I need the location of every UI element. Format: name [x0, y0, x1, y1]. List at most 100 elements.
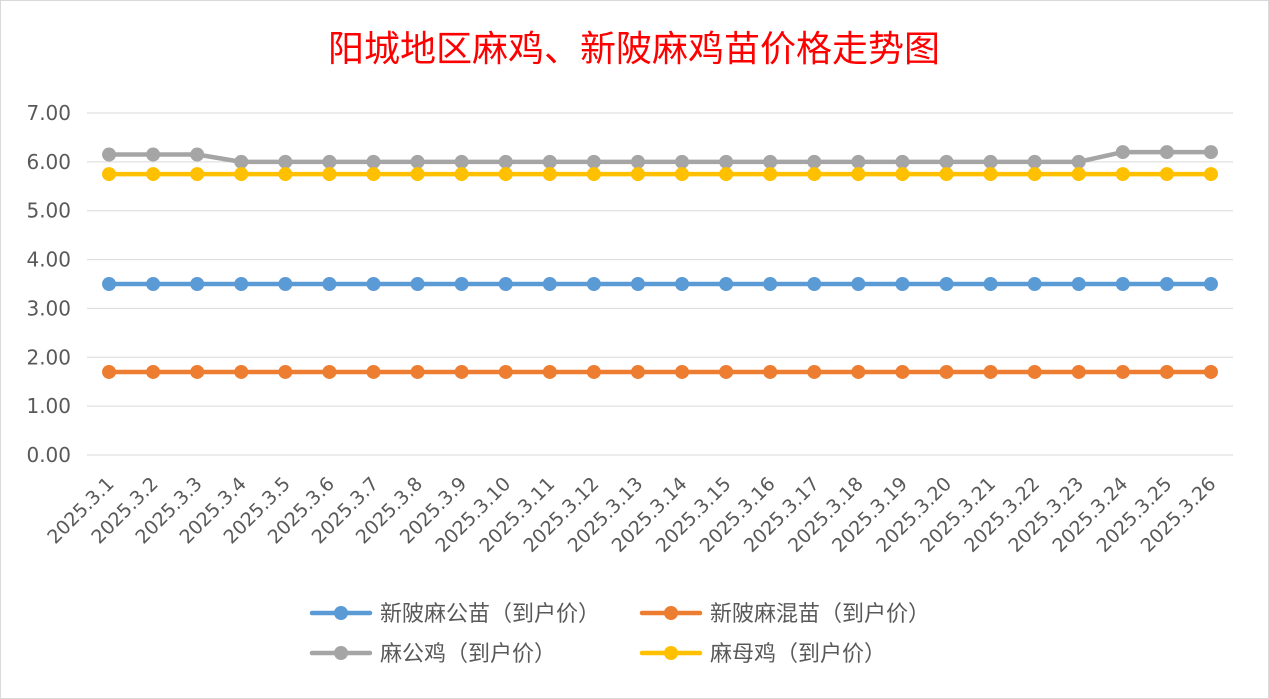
- data-point: [983, 364, 998, 379]
- data-point: [939, 277, 954, 291]
- series-1: [102, 277, 1218, 291]
- data-point: [586, 277, 601, 291]
- data-point: [1203, 145, 1218, 160]
- legend-swatch-marker: [334, 646, 348, 660]
- data-point: [190, 167, 205, 182]
- data-point: [278, 364, 293, 379]
- data-point: [1159, 277, 1174, 291]
- data-point: [1027, 364, 1042, 379]
- data-point: [1203, 277, 1218, 291]
- legend-item: 麻母鸡（到户价）: [639, 642, 886, 667]
- data-point: [234, 364, 249, 379]
- data-point: [410, 167, 425, 182]
- data-point: [1159, 167, 1174, 182]
- legend-label: 新陂麻混苗（到户价）: [710, 602, 930, 627]
- data-point: [542, 167, 557, 182]
- data-point: [675, 364, 690, 379]
- data-point: [410, 364, 425, 379]
- data-point: [322, 277, 337, 291]
- data-point: [895, 154, 910, 169]
- y-tick-label: 6.00: [26, 150, 71, 174]
- chart-title: 阳城地区麻鸡、新陂麻鸡苗价格走势图: [328, 29, 940, 70]
- data-point: [763, 154, 778, 169]
- data-point: [895, 364, 910, 379]
- legend-item: 新陂麻公苗（到户价）: [309, 602, 600, 627]
- data-point: [1027, 277, 1042, 291]
- data-point: [234, 154, 249, 169]
- data-point: [234, 277, 249, 291]
- data-point: [1159, 364, 1174, 379]
- y-tick-label: 4.00: [26, 248, 71, 272]
- data-point: [542, 154, 557, 169]
- data-point: [807, 167, 822, 182]
- data-point: [322, 154, 337, 169]
- data-point: [763, 277, 778, 291]
- data-point: [542, 364, 557, 379]
- data-point: [939, 167, 954, 182]
- data-point: [454, 167, 469, 182]
- data-point: [190, 277, 205, 291]
- data-point: [498, 364, 513, 379]
- data-point: [807, 364, 822, 379]
- series-2: [102, 364, 1218, 379]
- y-axis-ticks: 0.00 1.00 2.00 3.00 4.00 5.00 6.00 7.00: [26, 101, 71, 467]
- data-point: [675, 154, 690, 169]
- series-line: [106, 149, 1214, 165]
- data-point: [322, 167, 337, 182]
- data-point: [322, 364, 337, 379]
- data-point: [1071, 364, 1086, 379]
- series-group: [102, 145, 1218, 379]
- data-point: [851, 277, 866, 291]
- data-point: [190, 147, 205, 162]
- data-point: [366, 154, 381, 169]
- data-point: [366, 167, 381, 182]
- data-point: [1071, 154, 1086, 169]
- data-point: [675, 167, 690, 182]
- y-tick-label: 2.00: [26, 345, 71, 369]
- legend-swatch-marker: [664, 606, 678, 620]
- data-point: [454, 364, 469, 379]
- data-point: [366, 277, 381, 291]
- legend-label: 麻母鸡（到户价）: [710, 642, 886, 667]
- y-tick-label: 5.00: [26, 199, 71, 223]
- data-point: [454, 154, 469, 169]
- data-point: [630, 277, 645, 291]
- y-tick-label: 1.00: [26, 394, 71, 418]
- data-point: [1159, 145, 1174, 160]
- legend-item: 新陂麻混苗（到户价）: [639, 602, 930, 627]
- data-point: [234, 167, 249, 182]
- legend-swatch-marker: [334, 606, 348, 620]
- data-point: [983, 167, 998, 182]
- legend-label: 麻公鸡（到户价）: [380, 642, 556, 667]
- data-point: [146, 364, 161, 379]
- data-point: [586, 364, 601, 379]
- data-point: [807, 154, 822, 169]
- data-point: [102, 147, 117, 162]
- data-point: [586, 167, 601, 182]
- data-point: [719, 364, 734, 379]
- data-point: [807, 277, 822, 291]
- data-point: [1115, 364, 1130, 379]
- data-point: [719, 167, 734, 182]
- data-point: [586, 154, 601, 169]
- data-point: [895, 277, 910, 291]
- data-point: [1203, 167, 1218, 182]
- data-point: [630, 167, 645, 182]
- data-point: [366, 364, 381, 379]
- data-point: [542, 277, 557, 291]
- data-point: [719, 154, 734, 169]
- data-point: [410, 154, 425, 169]
- y-tick-label: 3.00: [26, 296, 71, 320]
- data-point: [851, 364, 866, 379]
- legend-item: 麻公鸡（到户价）: [309, 642, 556, 667]
- x-axis-ticks: 2025.3.12025.3.22025.3.32025.3.42025.3.5…: [43, 473, 1220, 557]
- data-point: [146, 147, 161, 162]
- data-point: [895, 167, 910, 182]
- y-tick-label: 7.00: [26, 101, 71, 125]
- data-point: [498, 167, 513, 182]
- data-point: [498, 154, 513, 169]
- data-point: [146, 167, 161, 182]
- data-point: [630, 154, 645, 169]
- data-point: [719, 277, 734, 291]
- data-point: [675, 277, 690, 291]
